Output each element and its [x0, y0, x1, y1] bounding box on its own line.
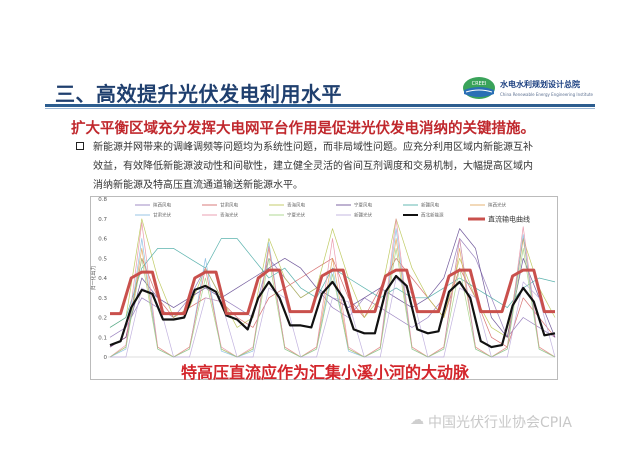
- y-tick-label: 0.4: [98, 276, 107, 282]
- y-axis-label: 归一化出力: [90, 265, 97, 290]
- y-tick-label: 0.6: [98, 237, 107, 243]
- y-tick-label: 0: [104, 355, 108, 361]
- legend-label: 陕西光伏: [488, 202, 506, 209]
- title-rule: [45, 104, 595, 107]
- legend-label: 西北新能源: [421, 212, 444, 219]
- slide-title: 三、高效提升光伏发电利用水平: [55, 82, 342, 106]
- series-line-1: [109, 238, 556, 338]
- bullet-line: 新能源并网带来的调峰调频等问题均为系统性问题，而非局域性问题。应充分利用区域内新…: [93, 142, 533, 153]
- legend-label: 青海光伏: [220, 212, 238, 219]
- logo-name-cn: 水电水利规划设计总院: [500, 80, 580, 89]
- series-line-9: [109, 248, 556, 358]
- y-tick-label: 0.3: [98, 296, 107, 302]
- series-line-10: [110, 277, 556, 358]
- legend-label: 新疆风电: [421, 202, 439, 209]
- series-line-7: [109, 228, 556, 358]
- legend-label: 新疆光伏: [354, 212, 372, 219]
- legend-label: 陕西风电: [153, 202, 171, 209]
- subheading: 扩大平衡区域充分发挥大电网平台作用是促进光伏发电消纳的关键措施。: [71, 121, 535, 137]
- logo-name-en: China Renewable Energy Engineering Insti…: [500, 92, 594, 97]
- y-tick-label: 0.5: [98, 256, 107, 262]
- y-tick-label: 0.1: [98, 335, 107, 341]
- legend-label: 直流输电曲线: [488, 215, 530, 224]
- series-line-11: [109, 274, 556, 349]
- wechat-icon: ☁: [410, 412, 424, 428]
- y-tick-label: 0.2: [98, 316, 107, 322]
- y-tick-label: 0.8: [98, 197, 107, 203]
- legend-label: 宁夏风电: [354, 202, 372, 209]
- y-tick-label: 0.7: [98, 217, 107, 223]
- legend-label: 青海风电: [287, 202, 305, 209]
- chart-frame: [90, 196, 558, 380]
- logo-badge: CREEI: [472, 81, 487, 87]
- series-line-8: [109, 218, 556, 358]
- title-rule-thin: [45, 108, 595, 109]
- bullet-line: 消纳新能源及特高压直流通道输送新能源水平。: [93, 180, 303, 191]
- bullet-paragraph: 新能源并网带来的调峰调频等问题均为系统性问题，而非局域性问题。应充分利用区域内新…: [93, 138, 573, 195]
- legend-label: 甘肃光伏: [153, 212, 171, 219]
- series-line-12: [110, 268, 555, 316]
- watermark: 中国光伏行业协会CPIA: [428, 415, 572, 431]
- legend-label: 宁夏光伏: [287, 212, 305, 219]
- chart-overlay-text: 特高压直流应作为汇集小溪小河的大动脉: [180, 363, 469, 382]
- legend-label: 甘肃风电: [220, 202, 238, 209]
- creei-logo-icon: CREEI: [463, 77, 495, 99]
- square-bullet-icon: [76, 142, 84, 150]
- bullet-line: 效益，有效降低新能源波动性和间歇性，建立健全灵活的省间互剂调度和交易机制，大幅提…: [93, 161, 533, 172]
